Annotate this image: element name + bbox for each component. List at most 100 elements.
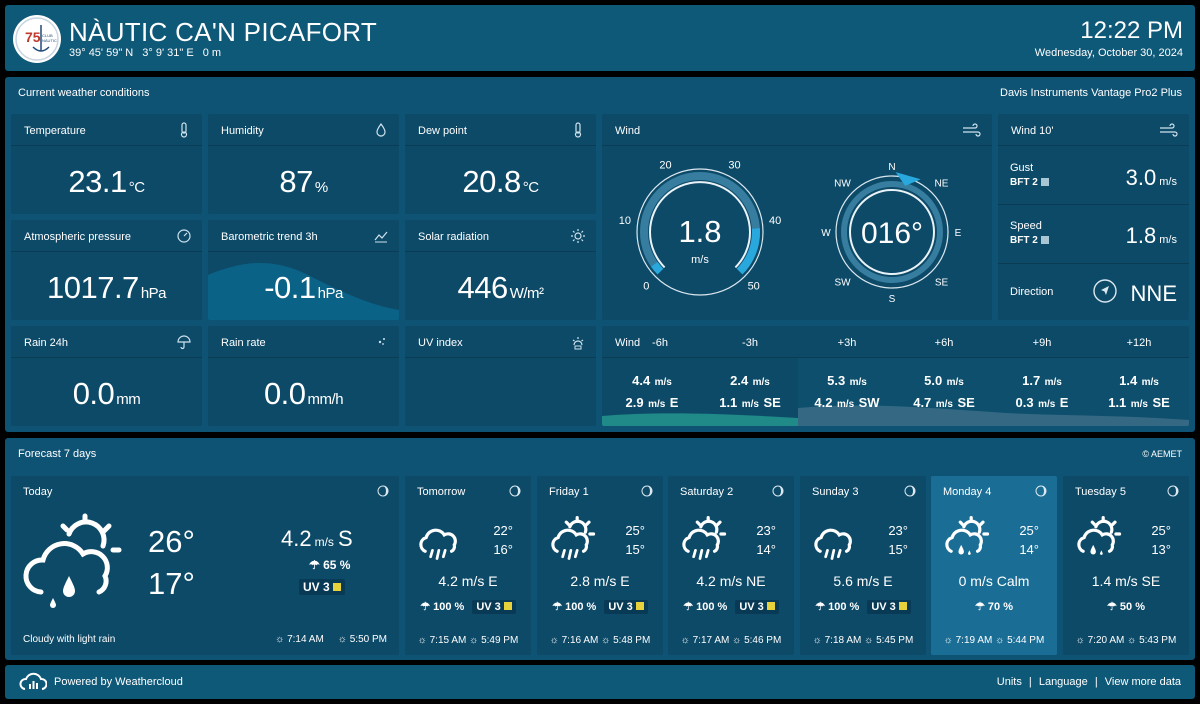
sun-times: ☼ 7:17 AM ☼ 5:46 PM <box>668 635 794 646</box>
gust-row: Gust BFT 2 3.0 m/s <box>998 147 1189 205</box>
forecast-wind-dir: S <box>337 526 353 551</box>
current-section-title: Current weather conditions <box>18 87 150 99</box>
view-more-data-link[interactable]: View more data <box>1104 676 1181 688</box>
forecast-lo: 14° <box>756 542 776 557</box>
forecast-day: Friday 1 <box>549 486 589 498</box>
compass-label: S <box>889 294 896 305</box>
weathercloud-logo-icon <box>19 672 47 690</box>
sunrise-time: 7:17 AM <box>692 635 730 646</box>
uv-swatch <box>503 602 512 610</box>
pressure-unit: hPa <box>140 285 167 302</box>
humidity-card[interactable]: Humidity 87% <box>208 114 399 214</box>
baro-trend-value: -0.1 <box>264 270 316 305</box>
trend-chart-icon <box>374 231 388 243</box>
dew-point-value: 20.8 <box>462 164 521 199</box>
temperature-card[interactable]: Temperature 23.1 °C <box>11 114 202 214</box>
dew-point-card[interactable]: Dew point 20.8 °C <box>405 114 596 214</box>
compass-label: E <box>955 228 962 239</box>
pressure-label: Atmospheric pressure <box>24 231 131 243</box>
rain-24h-label: Rain 24h <box>24 337 69 349</box>
umbrella-icon: ☂ <box>309 558 324 572</box>
uv-swatch <box>898 602 907 610</box>
wind-timeline-speed: 4.4 m/s <box>632 373 672 388</box>
wind-icon <box>1160 123 1178 137</box>
sunrise-time: 7:19 AM <box>955 635 993 646</box>
wind-10-card[interactable]: Wind 10' Gust BFT 2 3.0 m/s Speed BFT 2 1… <box>998 114 1189 320</box>
club-logo[interactable]: 75 CLUB NÀUTIC <box>13 15 61 63</box>
moon-phase-icon <box>772 485 784 497</box>
rain-rate-value: 0.0 <box>263 376 306 411</box>
card-header <box>208 114 399 146</box>
rain-rate-card[interactable]: Rain rate 0.0 mm/h <box>208 326 399 426</box>
uv-index-card[interactable]: UV index <box>405 326 596 426</box>
wind-timeline-gust: 4.7 m/s SE <box>913 395 975 410</box>
moon-phase-icon <box>377 485 389 497</box>
dew-point-unit: °C <box>522 179 539 196</box>
forecast-precip: 100 % <box>828 601 860 613</box>
wind-speed-tick-label: 20 <box>659 159 671 171</box>
rain-24h-value: 0.0 <box>72 376 115 411</box>
language-link[interactable]: Language <box>1038 676 1088 688</box>
card-header <box>208 220 399 252</box>
svg-text:75: 75 <box>25 29 41 45</box>
speed-row: Speed BFT 2 1.8 m/s <box>998 206 1189 264</box>
rain-rate-label: Rain rate <box>221 337 266 349</box>
sun-drizzle-cloud-icon <box>945 516 990 555</box>
units-link[interactable]: Units <box>996 676 1022 688</box>
forecast-day-card[interactable]: Tomorrow 22° 16° 4.2 m/s E ☂ 100 % UV 3 ☼ 7:15… <box>405 476 531 655</box>
forecast-day: Today <box>23 486 53 498</box>
card-header <box>208 326 399 358</box>
forecast-precip-row: ☂ 70 % <box>931 600 1057 613</box>
wind-timeline-chart <box>602 358 1189 426</box>
sun-times: ☼ 7:18 AM ☼ 5:45 PM <box>800 635 926 646</box>
gust-unit: m/s <box>1159 176 1177 188</box>
wind-direction-arrow <box>895 172 921 186</box>
sunset-icon: ☼ <box>995 635 1008 646</box>
forecast-day-card[interactable]: Monday 4 25° 14° 0 m/s Calm ☂ 70 % ☼ 7:19 AM … <box>931 476 1057 655</box>
latitude: 39° 45' 59" N <box>69 47 134 59</box>
wind-timeline-gust: 1.1 m/s SE <box>1108 395 1170 410</box>
wind-timeline-speed: 1.7 m/s <box>1022 373 1062 388</box>
wind-card[interactable]: Wind 1.8 m/s 0 10 20 30 40 50 016° N NE E SE S SW W… <box>602 114 992 320</box>
forecast-day-card[interactable]: Sunday 3 23° 15° 5.6 m/s E ☂ 100 % UV 3 ☼ 7:18… <box>800 476 926 655</box>
rain-24h-card[interactable]: Rain 24h 0.0 mm <box>11 326 202 426</box>
forecast-day-card[interactable]: Friday 1 25° 15° 2.8 m/s E ☂ 100 % UV 3 ☼ 7:16… <box>537 476 663 655</box>
forecast-day: Saturday 2 <box>680 486 734 498</box>
direction-value: NNE <box>1130 281 1177 306</box>
uv-badge: UV 3 <box>735 600 779 614</box>
forecast-precip: 100 % <box>433 601 465 613</box>
baro-trend-card[interactable]: Barometric trend 3h -0.1 hPa <box>208 220 399 320</box>
powered-by[interactable]: Powered by Weathercloud <box>54 676 183 688</box>
svg-text:CLUB: CLUB <box>42 33 53 38</box>
longitude: 3° 9' 31" E <box>142 47 194 59</box>
sun-icon <box>571 229 585 243</box>
umbrella-icon: ☂ <box>552 601 566 613</box>
forecast-wind: 5.6 m/s E <box>833 573 893 589</box>
forecast-precip: 100 % <box>696 601 728 613</box>
rain-cloud-icon <box>814 528 852 560</box>
sunrise-icon: ☼ <box>275 634 288 645</box>
sunrise-icon: ☼ <box>680 635 693 646</box>
forecast-day-card[interactable]: Tuesday 5 25° 13° 1.4 m/s SE ☂ 50 % ☼ 7:20 AM… <box>1063 476 1189 655</box>
sunset-icon: ☼ <box>337 634 350 645</box>
forecast-wind-speed: 4.2 <box>281 526 312 551</box>
compass-label: SE <box>935 278 949 289</box>
moon-phase-icon <box>904 485 916 497</box>
card-header <box>602 326 1189 358</box>
compass-label: NE <box>935 179 949 190</box>
wind-timeline-hour: +9h <box>1032 337 1052 349</box>
wind-timeline-card[interactable]: Wind -6h 4.4 m/s 2.9 m/s E -3h 2.4 m/s 1.1 m/… <box>602 326 1189 426</box>
umbrella-icon: ☂ <box>420 601 434 613</box>
pressure-card[interactable]: Atmospheric pressure 1017.7 hPa <box>11 220 202 320</box>
solar-radiation-card[interactable]: Solar radiation 446 W/m² <box>405 220 596 320</box>
thermometer-icon <box>180 122 188 138</box>
forecast-wind: 1.4 m/s SE <box>1091 573 1161 589</box>
forecast-today-card[interactable]: Today 26° 17° 4.2 m/s S ☂ 65 % UV 3 Cloudy… <box>11 476 399 655</box>
forecast-day-card[interactable]: Saturday 2 23° 14° 4.2 m/s NE ☂ 100 % UV 3 ☼ 7… <box>668 476 794 655</box>
card-header <box>405 326 596 358</box>
altitude: 0 m <box>202 47 222 59</box>
wind-speed-tick-label: 0 <box>643 281 649 293</box>
uv-swatch <box>635 602 644 610</box>
wind-timeline-hour: -6h <box>652 337 668 349</box>
speed-bft: BFT 2 <box>1010 235 1038 246</box>
